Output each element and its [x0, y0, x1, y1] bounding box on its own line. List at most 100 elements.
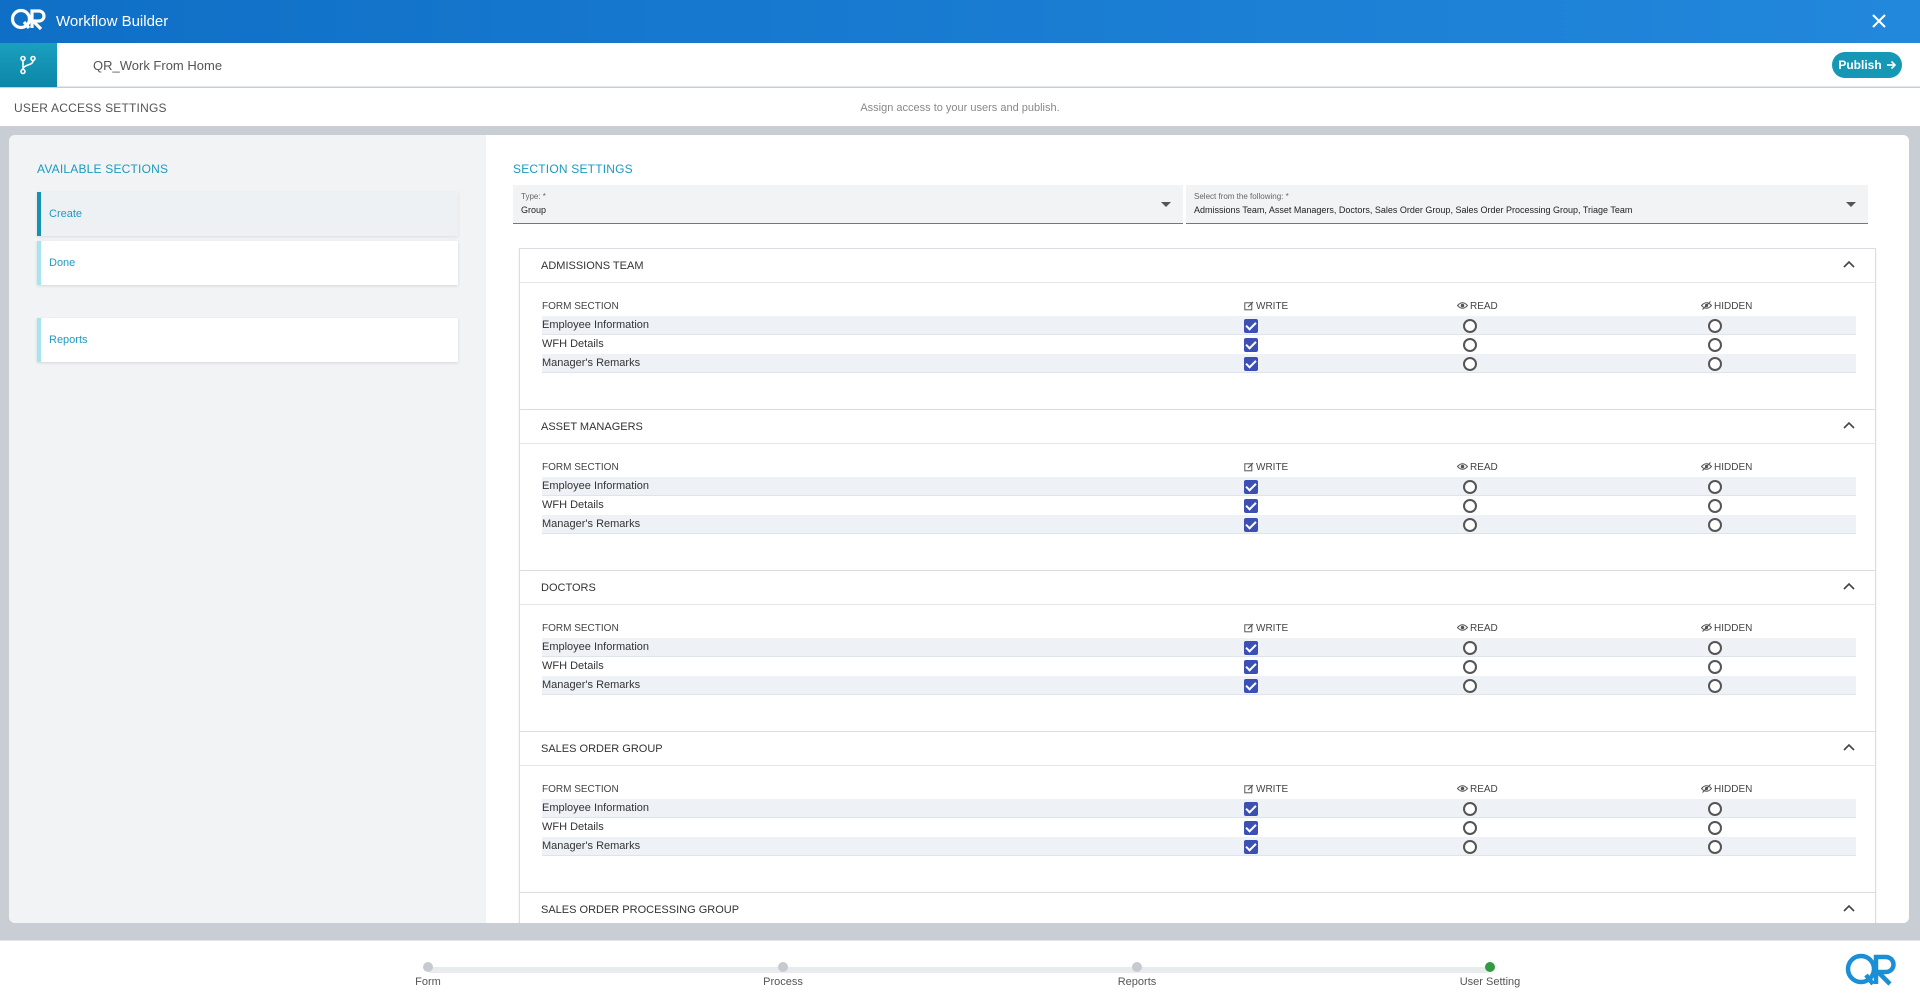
chevron-up-icon[interactable]: [1843, 260, 1855, 268]
group-select[interactable]: Select from the following: * Admissions …: [1186, 185, 1868, 224]
step-reports[interactable]: Reports: [1077, 962, 1197, 988]
write-checkbox[interactable]: [1244, 679, 1258, 693]
form-section-name: WFH Details: [542, 499, 604, 511]
section-item-done[interactable]: Done: [37, 241, 458, 285]
step-label: Reports: [1117, 976, 1157, 988]
write-checkbox[interactable]: [1244, 518, 1258, 532]
hidden-radio[interactable]: [1708, 679, 1722, 693]
col-write-label: WRITE: [1256, 462, 1289, 473]
form-section-name: WFH Details: [542, 338, 604, 350]
form-section-name: Manager's Remarks: [542, 679, 641, 691]
close-icon[interactable]: [1868, 10, 1890, 32]
hidden-radio[interactable]: [1708, 660, 1722, 674]
chevron-up-icon[interactable]: [1843, 421, 1855, 429]
available-sections-title: AVAILABLE SECTIONS: [37, 162, 169, 176]
type-select[interactable]: Type: * Group: [513, 185, 1183, 224]
section-settings-title: SECTION SETTINGS: [513, 162, 633, 176]
permission-row: Manager's Remarks: [542, 676, 1856, 695]
col-hidden: HIDDEN: [1701, 623, 1752, 634]
caret-down-icon: [1161, 202, 1171, 207]
edit-icon: [1244, 784, 1254, 794]
step-form[interactable]: Form: [368, 962, 488, 988]
group-header[interactable]: DOCTORS: [520, 571, 1875, 605]
group-header[interactable]: SALES ORDER PROCESSING GROUP: [520, 893, 1875, 923]
step-label: Process: [763, 976, 803, 988]
group-permissions-table: FORM SECTION WRITE READ HIDDEN Employee Info…: [520, 766, 1875, 892]
write-checkbox[interactable]: [1244, 840, 1258, 854]
section-item-reports[interactable]: Reports: [37, 318, 458, 362]
hidden-radio[interactable]: [1708, 357, 1722, 371]
hidden-radio[interactable]: [1708, 821, 1722, 835]
col-read: READ: [1457, 301, 1498, 312]
form-section-name: Employee Information: [542, 641, 649, 653]
group-header[interactable]: ADMISSIONS TEAM: [520, 249, 1875, 283]
publish-button[interactable]: Publish: [1832, 52, 1902, 78]
read-radio[interactable]: [1463, 821, 1477, 835]
read-radio[interactable]: [1463, 480, 1477, 494]
step-dot: [423, 962, 433, 972]
available-sections-panel: AVAILABLE SECTIONS Create Done Reports: [9, 135, 486, 923]
section-settings-panel: SECTION SETTINGS Type: * Group Select fr…: [486, 135, 1909, 923]
edit-icon: [1244, 301, 1254, 311]
toolbar: QR_Work From Home Publish: [0, 43, 1920, 87]
write-checkbox[interactable]: [1244, 499, 1258, 513]
read-radio[interactable]: [1463, 641, 1477, 655]
group-title: SALES ORDER GROUP: [541, 743, 663, 755]
col-form-section: FORM SECTION: [542, 301, 619, 312]
col-hidden: HIDDEN: [1701, 784, 1752, 795]
read-radio[interactable]: [1463, 338, 1477, 352]
read-radio[interactable]: [1463, 802, 1477, 816]
write-checkbox[interactable]: [1244, 319, 1258, 333]
workflow-icon[interactable]: [0, 43, 57, 87]
write-checkbox[interactable]: [1244, 660, 1258, 674]
chevron-up-icon[interactable]: [1843, 582, 1855, 590]
hidden-radio[interactable]: [1708, 338, 1722, 352]
read-radio[interactable]: [1463, 518, 1477, 532]
chevron-up-icon[interactable]: [1843, 743, 1855, 751]
settings-header: USER ACCESS SETTINGS Assign access to yo…: [0, 88, 1920, 126]
eye-icon: [1457, 463, 1468, 470]
form-section-name: Employee Information: [542, 802, 649, 814]
hidden-radio[interactable]: [1708, 480, 1722, 494]
edit-icon: [1244, 623, 1254, 633]
col-hidden: HIDDEN: [1701, 462, 1752, 473]
hidden-radio[interactable]: [1708, 802, 1722, 816]
write-checkbox[interactable]: [1244, 357, 1258, 371]
read-radio[interactable]: [1463, 840, 1477, 854]
write-checkbox[interactable]: [1244, 802, 1258, 816]
write-checkbox[interactable]: [1244, 480, 1258, 494]
col-hidden-label: HIDDEN: [1714, 623, 1753, 634]
eye-slash-icon: [1701, 623, 1712, 632]
arrow-right-icon: [1886, 60, 1896, 70]
qr-logo[interactable]: [1844, 949, 1898, 993]
chevron-up-icon[interactable]: [1843, 904, 1855, 912]
eye-slash-icon: [1701, 301, 1712, 310]
hidden-radio[interactable]: [1708, 499, 1722, 513]
read-radio[interactable]: [1463, 499, 1477, 513]
col-write: WRITE: [1244, 462, 1288, 474]
permission-row: Manager's Remarks: [542, 515, 1856, 534]
read-radio[interactable]: [1463, 357, 1477, 371]
hidden-radio[interactable]: [1708, 641, 1722, 655]
read-radio[interactable]: [1463, 319, 1477, 333]
hidden-radio[interactable]: [1708, 518, 1722, 532]
write-checkbox[interactable]: [1244, 338, 1258, 352]
write-checkbox[interactable]: [1244, 641, 1258, 655]
form-section-name: Manager's Remarks: [542, 840, 641, 852]
step-user-setting[interactable]: User Setting: [1430, 962, 1550, 988]
hidden-radio[interactable]: [1708, 319, 1722, 333]
step-process[interactable]: Process: [723, 962, 843, 988]
col-read-label: READ: [1470, 623, 1498, 634]
read-radio[interactable]: [1463, 660, 1477, 674]
section-item-create[interactable]: Create: [37, 192, 458, 236]
group-title: SALES ORDER PROCESSING GROUP: [541, 904, 740, 916]
hidden-radio[interactable]: [1708, 840, 1722, 854]
write-checkbox[interactable]: [1244, 821, 1258, 835]
edit-icon: [1244, 462, 1254, 472]
col-write: WRITE: [1244, 301, 1288, 313]
group-header[interactable]: ASSET MANAGERS: [520, 410, 1875, 444]
group-header[interactable]: SALES ORDER GROUP: [520, 732, 1875, 766]
col-read: READ: [1457, 462, 1498, 473]
read-radio[interactable]: [1463, 679, 1477, 693]
form-section-name: WFH Details: [542, 660, 604, 672]
